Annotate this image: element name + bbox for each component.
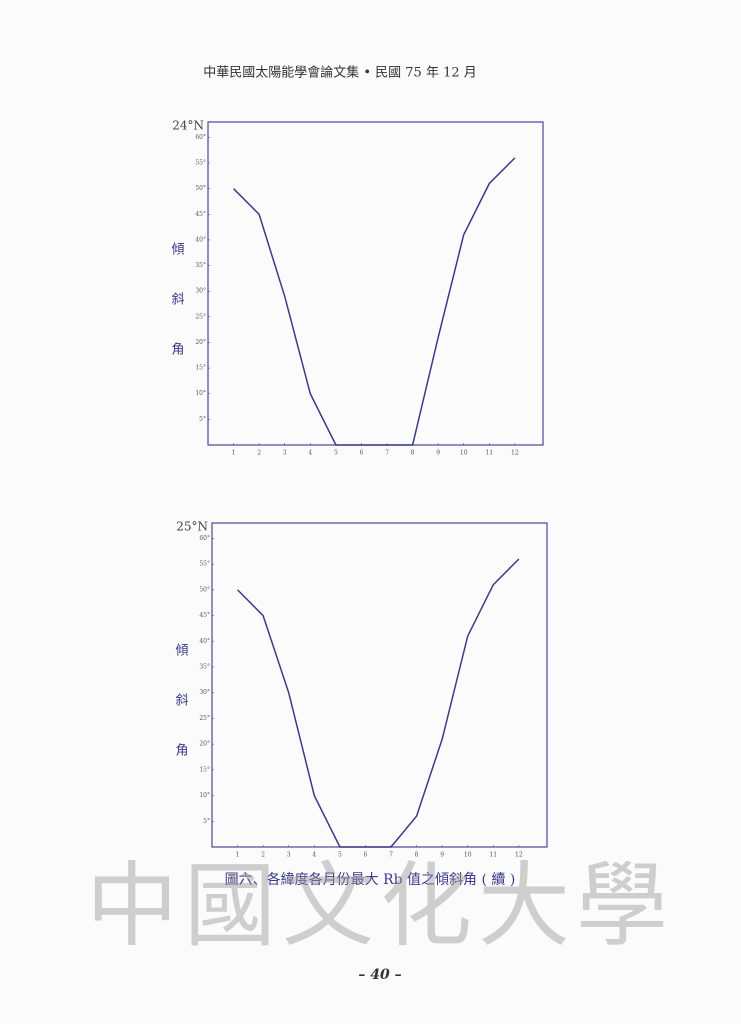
caption: 圖六、各緯度各月份最大 Rb 值之傾斜角 ( 續 ) [225,872,516,888]
x-tick-label: 10 [464,852,472,859]
header: 中華民國太陽能學會論文集 • 民國 75 年 12 月 [203,65,477,81]
x-tick-label: 11 [489,852,497,859]
x-tick-label: 2 [257,450,261,457]
x-tick-label: 5 [338,852,342,859]
x-tick-label: 1 [232,450,236,457]
y-tick-label: 60° [195,134,206,141]
x-tick-label: 9 [440,852,444,859]
y-axis-label: 傾斜角 [173,643,189,793]
plot-frame [211,522,548,848]
x-tick-label: 10 [460,450,468,457]
x-tick-label: 3 [287,852,291,859]
y-tick-label: 5° [203,818,210,825]
y-tick-label: 20° [195,339,206,346]
y-tick-label: 45° [195,211,206,218]
data-line [237,558,520,848]
chart-title: 25°N [176,520,208,534]
y-tick-label: 25° [195,313,206,320]
x-tick-label: 7 [389,852,393,859]
y-tick-label: 5° [199,416,206,423]
y-tick-label: 10° [199,792,210,799]
x-tick-label: 5 [334,450,338,457]
x-tick-label: 9 [436,450,440,457]
x-tick-label: 8 [415,852,419,859]
y-tick-label: 30° [195,288,206,295]
y-tick-label: 20° [199,741,210,748]
y-axis-label: 傾斜角 [169,242,185,392]
x-tick-label: 12 [515,852,523,859]
data-line [233,157,516,446]
y-tick-label: 15° [195,365,206,372]
x-tick-label: 6 [364,852,368,859]
y-tick-label: 55° [195,160,206,167]
y-tick-label: 50° [195,185,206,192]
x-tick-label: 8 [411,450,415,457]
y-tick-label: 45° [199,612,210,619]
x-tick-label: 4 [312,852,316,859]
y-tick-label: 40° [199,638,210,645]
plot-frame [207,121,544,446]
y-tick-label: 35° [195,262,206,269]
y-tick-label: 60° [199,535,210,542]
y-tick-label: 40° [195,236,206,243]
x-tick-label: 1 [236,852,240,859]
y-tick-label: 50° [199,586,210,593]
y-tick-label: 35° [199,664,210,671]
y-tick-label: 30° [199,689,210,696]
x-tick-label: 2 [261,852,265,859]
chart-title: 24°N [172,119,204,133]
x-tick-label: 4 [308,450,312,457]
x-tick-label: 11 [485,450,493,457]
y-tick-label: 10° [195,390,206,397]
x-tick-label: 6 [360,450,364,457]
page-number: – 40 – [358,967,401,983]
y-tick-label: 15° [199,766,210,773]
x-tick-label: 7 [385,450,389,457]
x-tick-label: 3 [283,450,287,457]
x-tick-label: 12 [511,450,519,457]
y-tick-label: 25° [199,715,210,722]
watermark: 中國文化大學 [86,852,674,959]
y-tick-label: 55° [199,561,210,568]
